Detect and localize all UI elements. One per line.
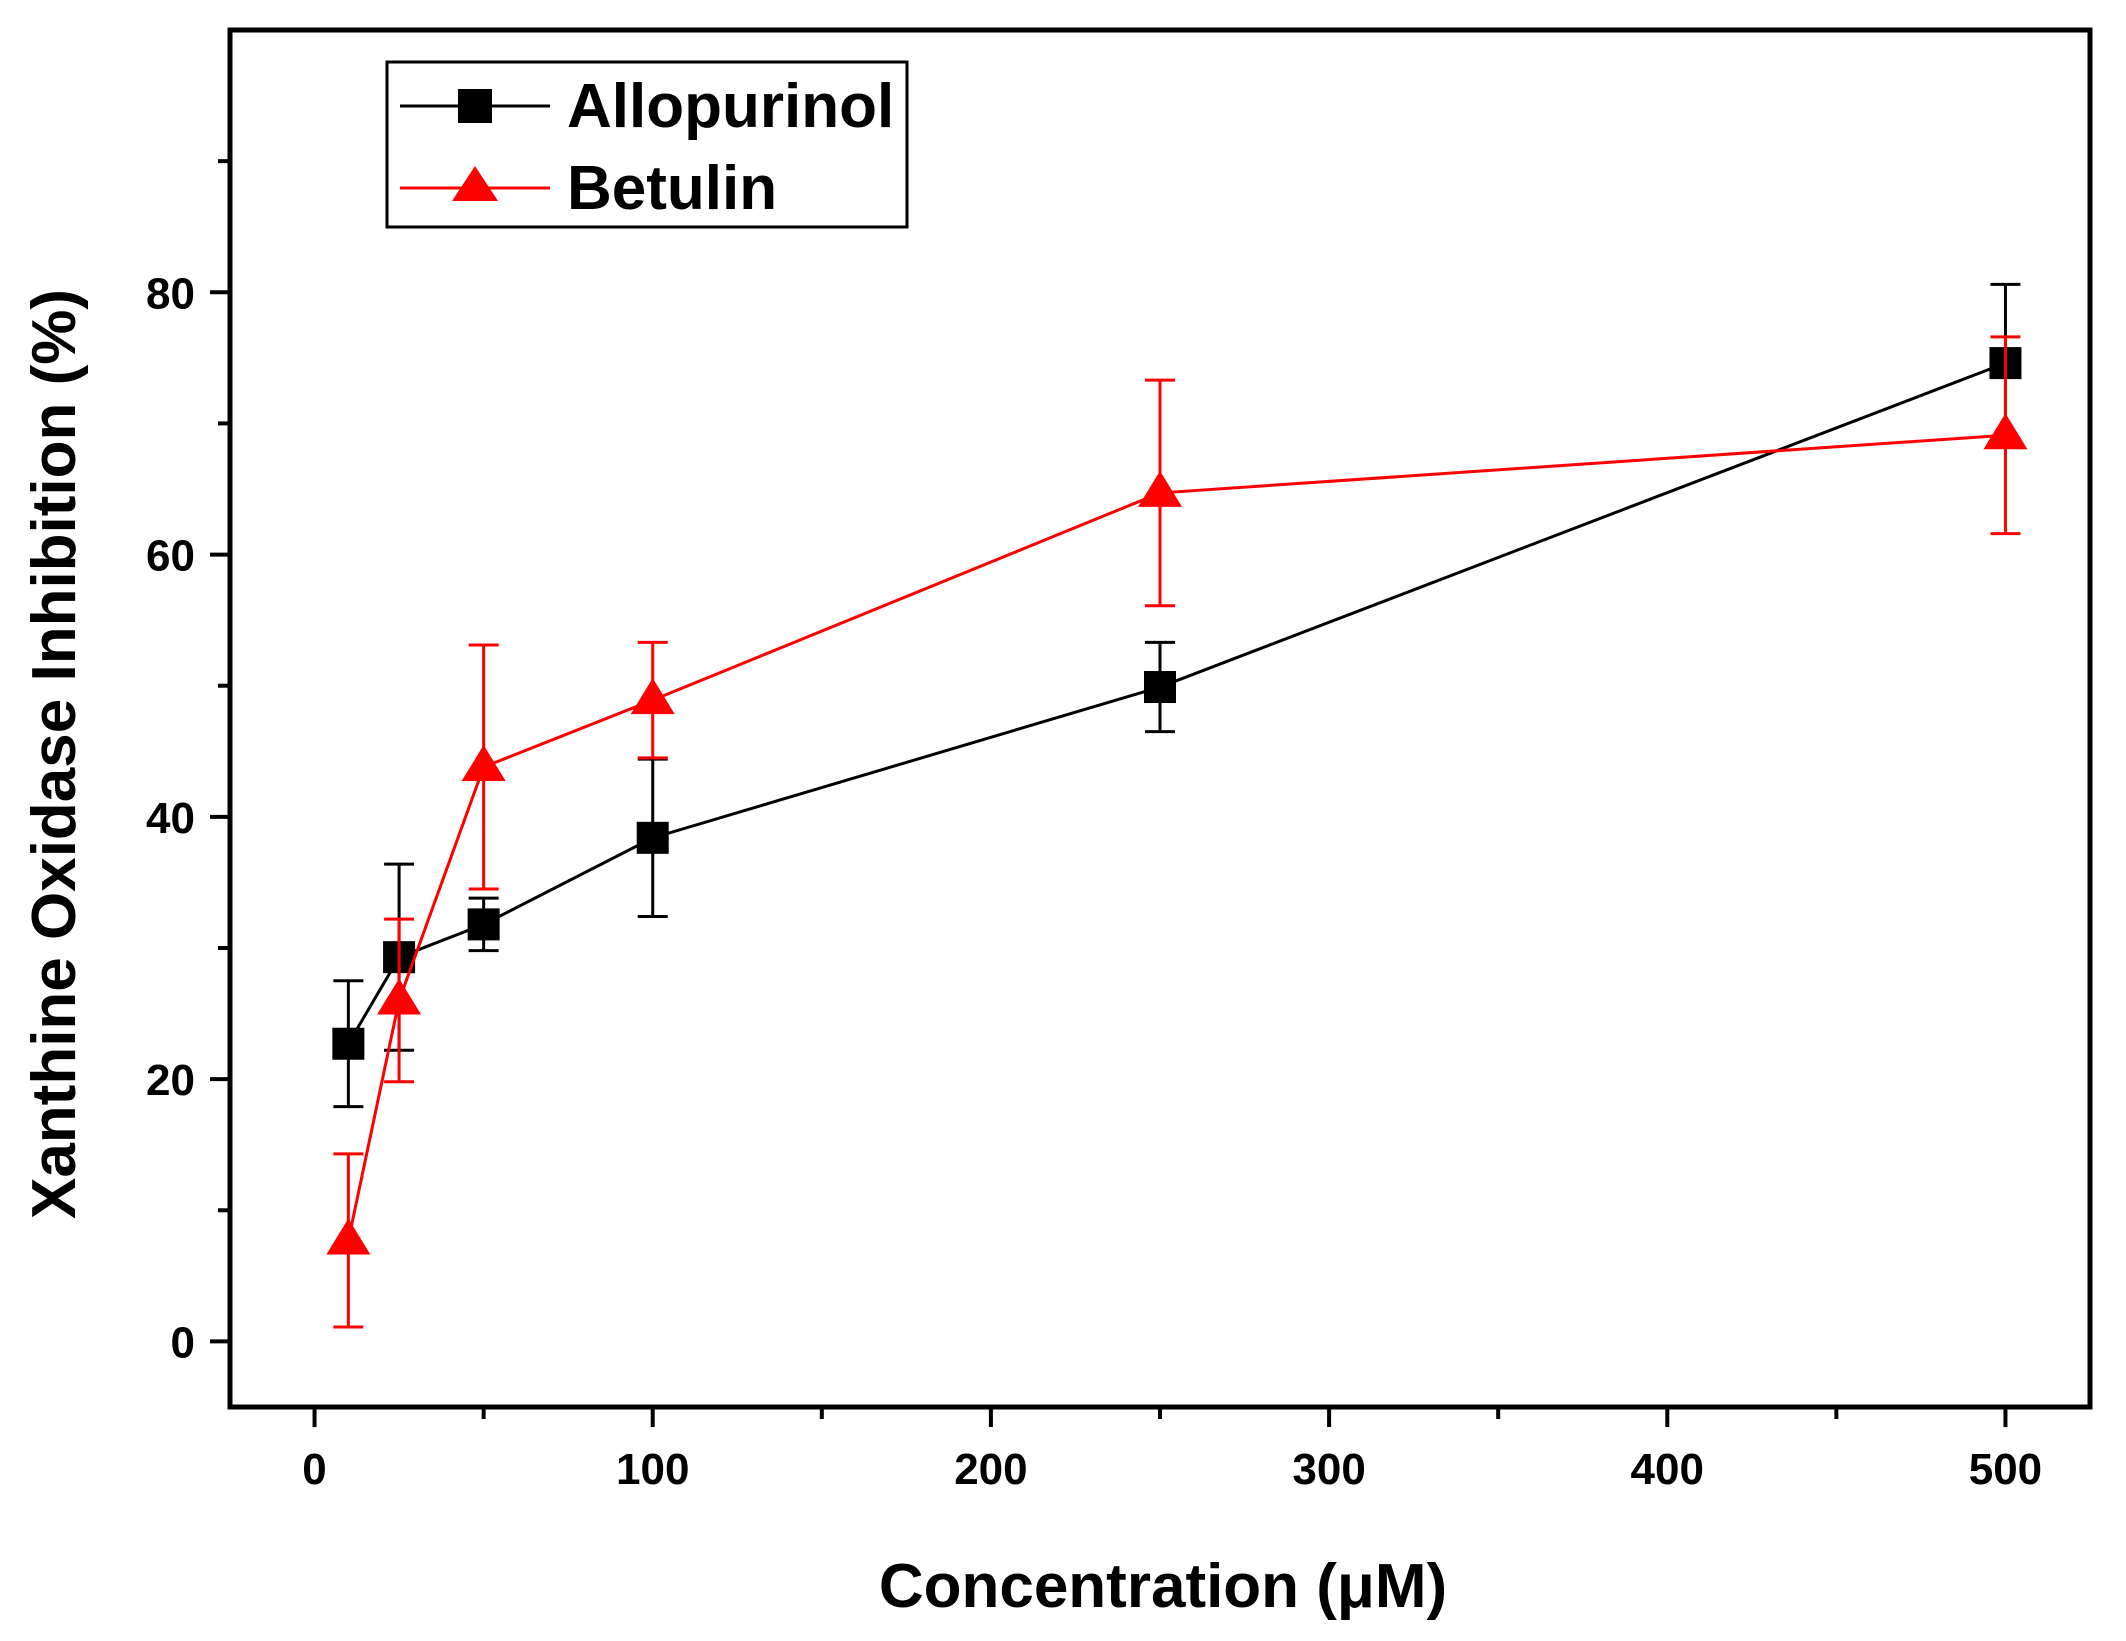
legend-marker-betulin <box>452 166 498 201</box>
legend-label-allopurinol: Allopurinol <box>567 72 894 141</box>
legend: Allopurinol Betulin <box>385 60 909 229</box>
series-layer <box>326 282 2028 1329</box>
data-point <box>326 1218 371 1255</box>
data-point <box>467 908 500 941</box>
data-point <box>630 678 675 715</box>
axis-ticks: 0 100 200 300 400 500 0 20 40 60 80 <box>146 159 2042 1494</box>
x-tick-label: 200 <box>954 1445 1027 1494</box>
series-line-allopurinol <box>347 361 2006 1045</box>
y-tick-label: 40 <box>146 794 195 843</box>
y-tick-label: 0 <box>171 1318 195 1367</box>
legend-marker-allopurinol <box>458 89 492 123</box>
series-allopurinol <box>332 282 2022 1109</box>
data-point <box>332 1027 365 1060</box>
series-betulin <box>326 335 2028 1329</box>
x-tick-label: 100 <box>616 1445 689 1494</box>
y-tick-label: 20 <box>146 1056 195 1105</box>
x-tick-label: 500 <box>1969 1445 2042 1494</box>
legend-label-betulin: Betulin <box>567 154 777 223</box>
y-tick-label: 60 <box>146 532 195 581</box>
data-point <box>636 821 669 854</box>
data-point <box>377 978 422 1015</box>
x-axis-title: Concentration (μM) <box>879 1552 1447 1621</box>
data-point <box>1138 470 1182 507</box>
data-point <box>1144 671 1176 704</box>
x-tick-label: 400 <box>1631 1445 1704 1494</box>
y-tick-label: 80 <box>146 269 195 318</box>
x-tick-label: 0 <box>302 1445 326 1494</box>
data-point <box>1983 413 2028 450</box>
data-point <box>461 745 506 782</box>
series-line-betulin <box>346 433 2006 1241</box>
y-axis-title: Xanthine Oxidase Inhibition (%) <box>20 289 89 1219</box>
x-tick-label: 300 <box>1292 1445 1365 1494</box>
